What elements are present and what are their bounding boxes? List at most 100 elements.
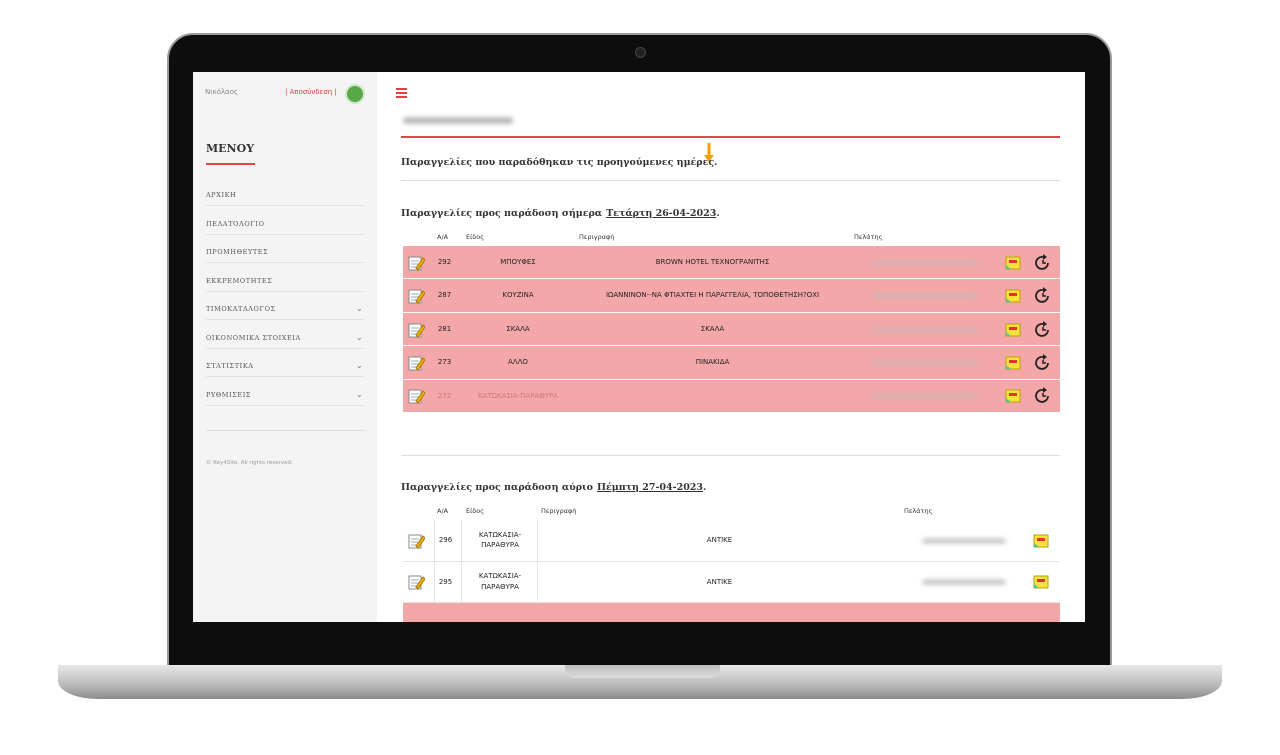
edit-icon[interactable] [407,354,426,372]
menu-title: ΜΕΝΟΥ [206,142,255,155]
column-header: Α/Α [437,507,449,515]
menu-item[interactable]: ΕΚΚΡΕΜΟΤΗΤΕΣ [206,276,273,285]
menu-item[interactable]: ΡΥΘΜΙΣΕΙΣ [206,390,252,399]
note-icon[interactable] [1004,354,1022,372]
edit-icon[interactable] [407,532,426,550]
column-header: Πελάτης [854,233,883,241]
menu-item[interactable]: ΟΙΚΟΝΟΜΙΚΑ ΣΤΟΙΧΕΙΑ [206,333,301,342]
menu-item[interactable]: ΑΡΧΙΚΗ [206,191,237,199]
item-kind: ΚΑΤΩΚΑΣΙΑ-ΠΑΡΑΘΥΡΑ [461,520,538,561]
order-id: 281 [437,324,452,333]
column-header: Είδος [466,233,485,241]
schedule-icon[interactable] [1034,253,1052,272]
order-id: 273 [437,358,452,367]
order-id: 296 [434,520,456,561]
user-name: Νικόλαος [205,88,239,96]
date-link[interactable]: Τετάρτη 26-04-2023 [606,208,717,219]
note-icon[interactable] [1004,387,1022,405]
menu-item[interactable]: ΣΤΑΤΙΣΤΙΚΑ [206,362,254,370]
menu-separator [206,262,365,263]
menu-toggle[interactable] [396,88,407,90]
heading-text: Παραγγελίες προς παράδοση σήμερα [401,208,603,219]
menu-separator [206,233,365,235]
order-id: 295 [434,561,456,602]
divider [401,136,1060,138]
avatar [345,84,365,104]
chevron: ⌄ [356,332,363,342]
menu-underline [206,163,255,165]
blurred-customer [872,326,978,333]
note-icon[interactable] [1004,287,1022,305]
blurred-customer [872,359,978,366]
note-icon[interactable] [1004,321,1022,339]
order-id: 272 [437,391,452,400]
menu-item[interactable]: ΠΕΛΑΤΟΛΟΓΙΟ [206,219,265,228]
description: ΙΩΑΝΝΙΝΟΝ--ΝΑ ΦΤΙΑΧΤΕΙ Η ΠΑΡΑΓΓΕΛΙΑ, ΤΟΠ… [605,291,820,300]
menu-separator [206,347,365,349]
edit-icon[interactable] [407,254,426,272]
column-header: Α/Α [437,233,449,241]
chevron: ⌄ [356,304,363,313]
blurred-customer [922,579,1006,586]
heading-text: . [716,208,720,219]
edit-icon[interactable] [407,387,426,405]
sidebar: Νικόλαος | Αποσύνδεση | ΜΕΝΟΥ ΑΡΧΙΚΗ ΠΕΛΑΤΟΛ… [193,72,377,622]
edit-icon[interactable] [407,573,426,591]
section-heading: Παραγγελίες προς παράδοση αύριο Πέμπτη 27… [401,482,706,493]
schedule-icon[interactable] [1034,387,1052,405]
menu-separator [206,404,365,406]
menu-separator [206,376,365,377]
column-header: Περιγραφή [541,507,577,515]
column-header: Περιγραφή [579,233,615,241]
edit-icon[interactable] [407,287,426,305]
order-id: 287 [437,291,452,300]
screen: Νικόλαος | Αποσύνδεση | ΜΕΝΟΥ ΑΡΧΙΚΗ ΠΕΛΑΤΟΛ… [193,72,1085,622]
description: ΑΝΤΙΚΕ [537,561,901,602]
menu-separator [206,205,365,206]
column-header: Είδος [466,507,485,515]
arrow-icon [704,143,714,162]
schedule-icon[interactable] [1034,320,1052,339]
blurred-customer [872,393,978,400]
schedule-icon[interactable] [1034,287,1052,305]
divider [401,455,1060,456]
notch [565,665,720,678]
menu-item[interactable]: ΤΙΜΟΚΑΤΑΛΟΓΟΣ [206,305,276,313]
order-id: 292 [437,257,452,266]
divider [401,180,1060,181]
chevron: ⌄ [356,361,363,370]
item-kind: ΚΑΤΩΚΑΣΙΑ-ΠΑΡΑΘΥΡΑ [461,561,538,602]
schedule-icon[interactable] [1034,353,1052,372]
date-link[interactable]: Πέμπτη 27-04-2023 [597,482,704,493]
blurred-title [403,117,513,124]
heading-text: . [703,482,707,493]
footer: © Key4Site. All rights reserved. [206,460,293,466]
logout-link[interactable]: | Αποσύνδεση | [285,88,337,96]
section-heading: Παραγγελίες προς παράδοση σήμερα Τετάρτη … [401,208,720,219]
camera [635,47,646,58]
menu-item[interactable]: ΠΡΟΜΗΘΕΥΤΕΣ [206,248,269,256]
sidebar-separator [206,430,365,431]
description: ΣΚΑΛΑ [700,324,725,333]
description: ΠΙΝΑΚΙΔΑ [695,358,730,367]
edit-icon[interactable] [407,321,426,339]
column-header: Πελάτης [904,507,933,515]
item-kind: ΚΑΤΩΚΑΣΙΑ-ΠΑΡΑΘΥΡΑ [477,391,559,400]
heading-text: Παραγγελίες προς παράδοση αύριο [401,482,593,493]
table-row [403,603,1060,622]
item-kind: ΣΚΑΛΑ [506,324,530,333]
note-icon[interactable] [1004,254,1022,272]
section-heading: Παραγγελίες που παραδόθηκαν τις προηγούμ… [401,157,718,168]
description: ΑΝΤΙΚΕ [537,520,901,561]
blurred-customer [872,259,978,266]
item-kind: ΑΛΛΟ [508,358,528,367]
item-kind: ΜΠΟΥΦΕΣ [500,257,536,266]
menu-separator [206,290,365,292]
description: BROWN HOTEL ΤΕΧΝΟΓΡΑΝΙΤΗΣ [655,257,770,266]
item-kind: ΚΟΥΖΙΝΑ [502,291,534,300]
menu-separator [206,319,365,320]
note-icon[interactable] [1032,573,1050,591]
note-icon[interactable] [1032,532,1050,550]
blurred-customer [872,293,978,300]
blurred-customer [922,537,1006,544]
